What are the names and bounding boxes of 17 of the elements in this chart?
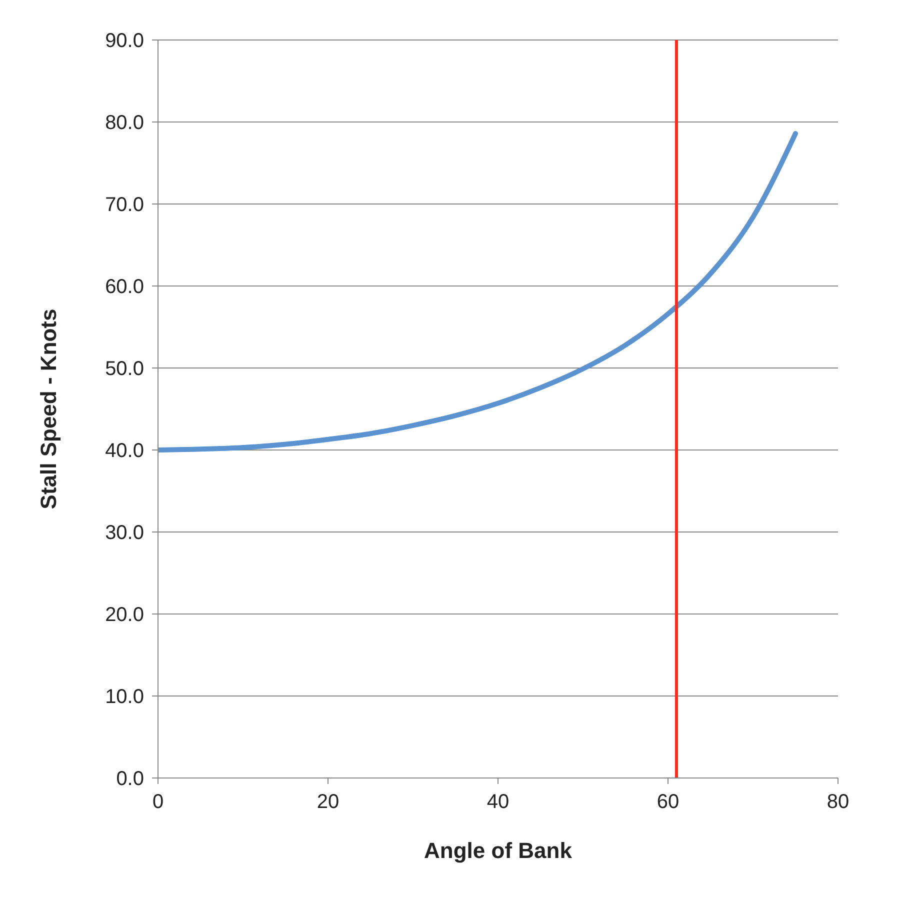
- y-tick-label: 70.0: [105, 194, 144, 216]
- y-tick-label: 90.0: [105, 30, 144, 52]
- x-tick-label: 60: [656, 791, 680, 814]
- x-tick-label: 40: [486, 791, 510, 814]
- y-tick-label: 60.0: [105, 276, 144, 298]
- x-tick-label: 0: [152, 791, 164, 814]
- x-tick-label: 20: [316, 791, 340, 814]
- x-axis-title: Angle of Bank: [424, 838, 573, 863]
- y-tick-label: 40.0: [105, 440, 144, 462]
- y-tick-label: 0.0: [116, 768, 144, 790]
- y-tick-label: 50.0: [105, 358, 144, 380]
- y-tick-label: 30.0: [105, 522, 144, 544]
- y-axis-title: Stall Speed - Knots: [36, 308, 61, 510]
- y-tick-label: 10.0: [105, 686, 144, 708]
- x-tick-label: 80: [826, 791, 850, 814]
- y-tick-label: 20.0: [105, 604, 144, 626]
- y-tick-label: 80.0: [105, 112, 144, 134]
